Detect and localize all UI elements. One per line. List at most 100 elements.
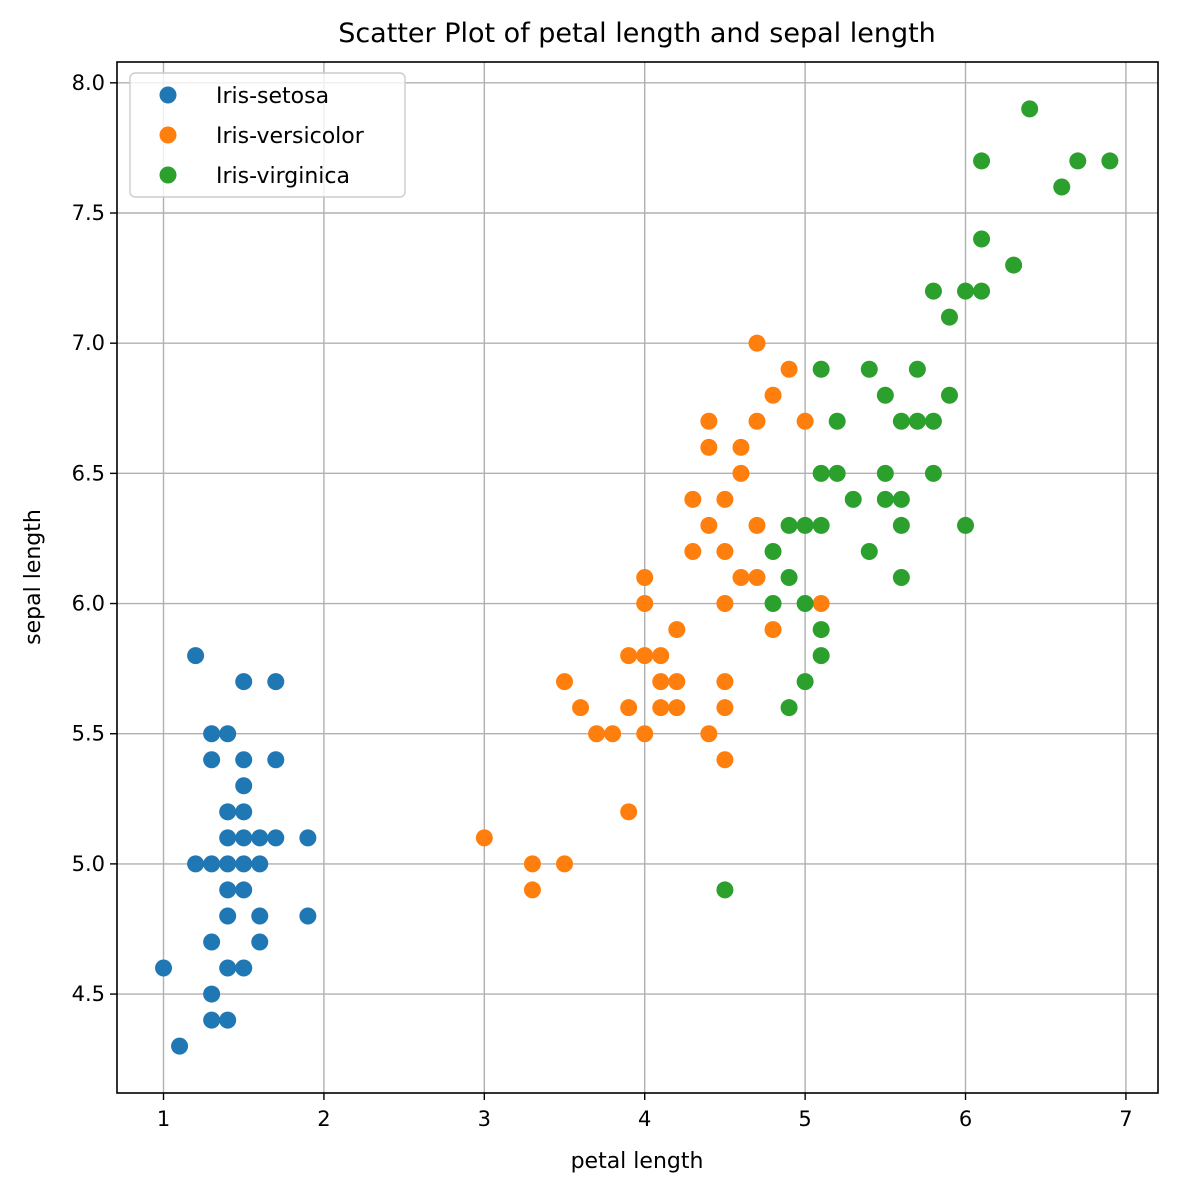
data-point [732, 464, 750, 482]
data-point [251, 855, 269, 873]
data-point [796, 516, 814, 534]
data-point [1101, 152, 1119, 170]
data-point [764, 542, 782, 560]
data-point [876, 386, 894, 404]
data-point [716, 751, 734, 769]
data-point [219, 829, 237, 847]
data-point [203, 725, 221, 743]
data-point [1069, 152, 1087, 170]
data-point [973, 152, 991, 170]
data-point [748, 334, 766, 352]
data-point [684, 490, 702, 508]
axis-ticks: 1 2 3 4 5 6 7 4.5 5.0 5.5 6.0 6.5 7.0 7.5 8.0 [72, 71, 1133, 1131]
data-point [219, 907, 237, 925]
data-point [572, 699, 590, 717]
data-point [203, 751, 221, 769]
data-point [716, 542, 734, 560]
data-point [1021, 100, 1039, 118]
data-point [716, 595, 734, 613]
data-point [1053, 178, 1071, 196]
data-point [700, 438, 718, 456]
data-point [235, 673, 253, 691]
data-point [940, 386, 958, 404]
data-point [203, 985, 221, 1003]
data-point [668, 673, 686, 691]
data-point [732, 569, 750, 586]
data-point [203, 1011, 221, 1029]
data-point [235, 855, 253, 873]
data-point [267, 673, 285, 691]
data-point [155, 959, 173, 977]
data-point [812, 360, 830, 378]
y-tick-label: 6.0 [72, 592, 105, 616]
data-point [860, 542, 878, 560]
y-axis-label: sepal length [21, 509, 46, 645]
data-point [716, 673, 734, 691]
data-point [235, 829, 253, 847]
data-point [620, 699, 638, 717]
data-point [732, 438, 750, 456]
data-point [235, 777, 253, 795]
data-point [780, 360, 798, 378]
data-point [620, 647, 638, 665]
data-point [636, 595, 654, 613]
data-point [523, 881, 541, 899]
data-point [636, 725, 654, 743]
data-point [556, 855, 574, 873]
data-point [668, 621, 686, 639]
data-point [973, 230, 991, 248]
data-point [267, 751, 285, 769]
data-point [235, 803, 253, 821]
legend-label: Iris-setosa [216, 84, 329, 109]
y-tick-label: 5.0 [72, 852, 105, 876]
data-point [716, 881, 734, 899]
data-point [668, 699, 686, 717]
plot-area-frame [116, 61, 1159, 1094]
data-point [684, 542, 702, 560]
y-tick-label: 7.5 [72, 201, 105, 225]
x-tick-label: 3 [478, 1107, 491, 1131]
data-point [716, 490, 734, 508]
legend-label: Iris-virginica [216, 164, 350, 189]
data-point [203, 855, 221, 873]
legend-box [129, 72, 406, 198]
data-point [620, 803, 638, 821]
data-point [924, 282, 942, 300]
data-point [973, 282, 991, 300]
data-point [748, 412, 766, 430]
x-axis-label: petal length [571, 1149, 704, 1174]
data-point [876, 464, 894, 482]
data-point [235, 751, 253, 769]
data-point [475, 829, 493, 847]
data-point [636, 647, 654, 665]
data-point [796, 595, 814, 613]
data-points [155, 100, 1119, 1055]
data-point [924, 412, 942, 430]
x-tick-label: 1 [157, 1107, 170, 1131]
data-point [652, 673, 670, 691]
data-point [812, 464, 830, 482]
data-point [219, 803, 237, 821]
data-point [812, 647, 830, 665]
data-point [908, 360, 926, 378]
data-point [700, 412, 718, 430]
data-point [716, 699, 734, 717]
data-point [860, 360, 878, 378]
data-point [796, 673, 814, 691]
y-tick-label: 6.5 [72, 461, 105, 485]
data-point [235, 881, 253, 899]
legend-marker [159, 126, 177, 144]
data-point [924, 464, 942, 482]
data-point [523, 855, 541, 873]
data-point [251, 829, 269, 847]
data-point [748, 516, 766, 534]
x-tick-label: 6 [959, 1107, 972, 1131]
data-point [251, 907, 269, 925]
legend-label: Iris-versicolor [216, 124, 365, 149]
data-point [235, 959, 253, 977]
data-point [764, 386, 782, 404]
data-point [812, 516, 830, 534]
data-point [187, 855, 205, 873]
